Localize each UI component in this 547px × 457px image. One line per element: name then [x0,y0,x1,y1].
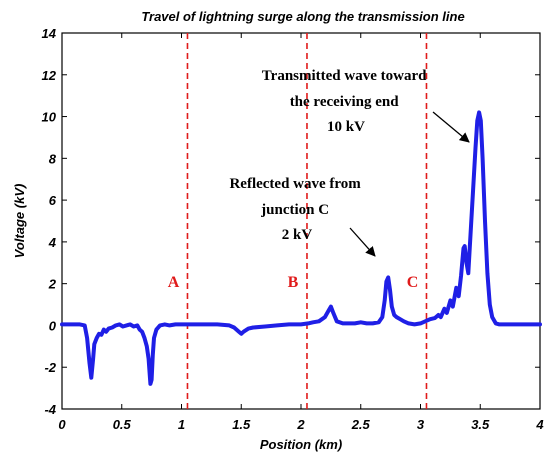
junction-label-A: A [168,274,180,291]
chart-title: Travel of lightning surge along the tran… [141,9,464,24]
annotation-reflected-line-1: Reflected wave from [229,176,361,192]
x-tick-label: 1.5 [232,417,251,432]
junction-lines: A B C [168,33,428,409]
junction-label-C: C [407,274,419,291]
annotation-transmitted-line-3: 10 kV [327,119,365,135]
x-tick-label: 1 [178,417,185,432]
y-axis-title: Voltage (kV) [12,184,27,259]
y-tick-label: 8 [49,151,57,166]
annotation-transmitted: Transmitted wave toward the receiving en… [262,68,430,135]
plot-area [61,32,541,410]
series-line-0 [60,110,542,386]
y-tick-label: 2 [48,277,57,292]
y-tick-label: 14 [42,26,57,41]
annotation-arrow-transmitted [432,111,470,143]
y-tick-label: -4 [44,402,56,417]
junction-label-B: B [288,274,299,291]
annotation-transmitted-line-1: Transmitted wave toward [262,68,427,84]
annotation-reflected-line-3: 2 kV [282,227,313,243]
series-layer [60,110,542,386]
x-tick-label: 3.5 [471,417,490,432]
x-tick-label: 0.5 [113,417,132,432]
y-tick-label: 0 [49,318,57,333]
x-axis-title: Position (km) [260,437,342,452]
x-tick-label: 3 [417,417,425,432]
annotation-transmitted-line-2: the receiving end [290,94,400,110]
annotation-reflected-line-2: junction C [260,202,329,218]
y-tick-label: 4 [48,235,57,250]
y-tick-label: 12 [42,68,57,83]
x-tick-label: 4 [535,417,544,432]
x-tick-label: 0 [58,417,66,432]
y-tick-label: -2 [44,360,56,375]
annotation-reflected: Reflected wave from junction C 2 kV [229,176,364,243]
y-tick-label: 6 [49,193,57,208]
annotation-arrow-reflected [349,227,376,257]
tick-layer: 0 0.5 1 1.5 2 2.5 3 3.5 4 -4 -2 0 2 4 6 8 10 12 14 [42,26,545,432]
x-tick-label: 2.5 [351,417,371,432]
y-tick-label: 10 [42,110,57,125]
x-tick-label: 2 [296,417,305,432]
